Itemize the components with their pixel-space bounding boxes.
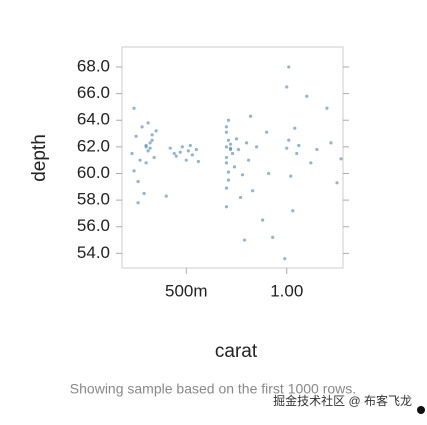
- point: [240, 173, 245, 177]
- y-tick-label: 54.0: [77, 243, 110, 262]
- point: [150, 133, 154, 137]
- point: [190, 153, 194, 157]
- point: [297, 143, 301, 148]
- point: [226, 138, 231, 142]
- point: [168, 146, 172, 150]
- point: [283, 257, 287, 261]
- point: [184, 158, 188, 162]
- point: [315, 147, 319, 152]
- point: [325, 106, 329, 110]
- point: [238, 195, 243, 200]
- x-tick-label: 500m: [165, 281, 208, 300]
- point: [142, 191, 146, 196]
- y-tick-label: 62.0: [77, 136, 110, 155]
- point: [144, 161, 148, 165]
- point: [242, 238, 247, 242]
- point: [226, 118, 231, 122]
- point: [289, 174, 293, 178]
- point: [244, 141, 249, 145]
- point: [136, 201, 140, 205]
- point: [246, 158, 251, 162]
- point: [261, 218, 265, 222]
- point: [267, 171, 271, 176]
- point: [293, 126, 297, 130]
- x-axis-label: carat: [215, 341, 258, 362]
- point: [226, 170, 231, 174]
- point: [174, 154, 178, 158]
- point: [146, 149, 150, 153]
- watermark: 掘金技术社区 @ 布客飞龙: [273, 393, 412, 408]
- point: [232, 165, 237, 169]
- point: [265, 130, 269, 134]
- point: [335, 181, 339, 185]
- point: [148, 146, 152, 150]
- point: [138, 158, 142, 162]
- point: [285, 146, 289, 150]
- y-tick-label: 60.0: [77, 163, 110, 182]
- y-tick-label: 64.0: [77, 110, 110, 129]
- point: [255, 145, 259, 149]
- point: [285, 85, 289, 89]
- point: [134, 134, 138, 138]
- point: [132, 169, 136, 173]
- point: [228, 146, 233, 150]
- point: [248, 114, 253, 118]
- point: [152, 155, 156, 160]
- point: [329, 141, 333, 145]
- point: [164, 194, 168, 198]
- point: [295, 151, 299, 156]
- point: [172, 151, 176, 156]
- point: [146, 121, 150, 125]
- point: [224, 130, 229, 134]
- point: [271, 235, 275, 239]
- point: [250, 189, 255, 193]
- point: [234, 137, 239, 141]
- y-axis-label: depth: [29, 134, 50, 182]
- footer-note: Showing sample based on the first 1000 r…: [70, 381, 356, 397]
- watermark-dot: [417, 406, 425, 414]
- point: [130, 151, 134, 156]
- point: [186, 149, 190, 153]
- point: [148, 141, 152, 145]
- point: [194, 147, 198, 152]
- point: [224, 205, 229, 209]
- point: [224, 125, 229, 129]
- point: [287, 138, 291, 142]
- point: [230, 151, 235, 156]
- point: [188, 143, 192, 148]
- y-tick-label: 56.0: [77, 216, 110, 235]
- point: [305, 94, 309, 98]
- point: [287, 65, 291, 69]
- point: [136, 179, 140, 184]
- point: [144, 143, 148, 148]
- point: [178, 150, 182, 154]
- point: [228, 142, 233, 146]
- y-tick-label: 68.0: [77, 56, 110, 75]
- point: [224, 155, 229, 160]
- plot-frame: [121, 46, 344, 269]
- y-tick-label: 66.0: [77, 83, 110, 102]
- point: [150, 138, 154, 142]
- point: [224, 186, 229, 190]
- point: [309, 161, 313, 165]
- point: [339, 157, 343, 161]
- point: [236, 147, 241, 152]
- point: [132, 106, 136, 110]
- point: [196, 159, 200, 164]
- point: [291, 209, 295, 213]
- point: [140, 125, 144, 129]
- point: [226, 178, 231, 182]
- point: [154, 129, 158, 133]
- point: [180, 145, 184, 149]
- point: [224, 145, 229, 149]
- point: [224, 161, 229, 165]
- y-tick-label: 58.0: [77, 190, 110, 209]
- x-tick-label: 1.00: [270, 281, 303, 300]
